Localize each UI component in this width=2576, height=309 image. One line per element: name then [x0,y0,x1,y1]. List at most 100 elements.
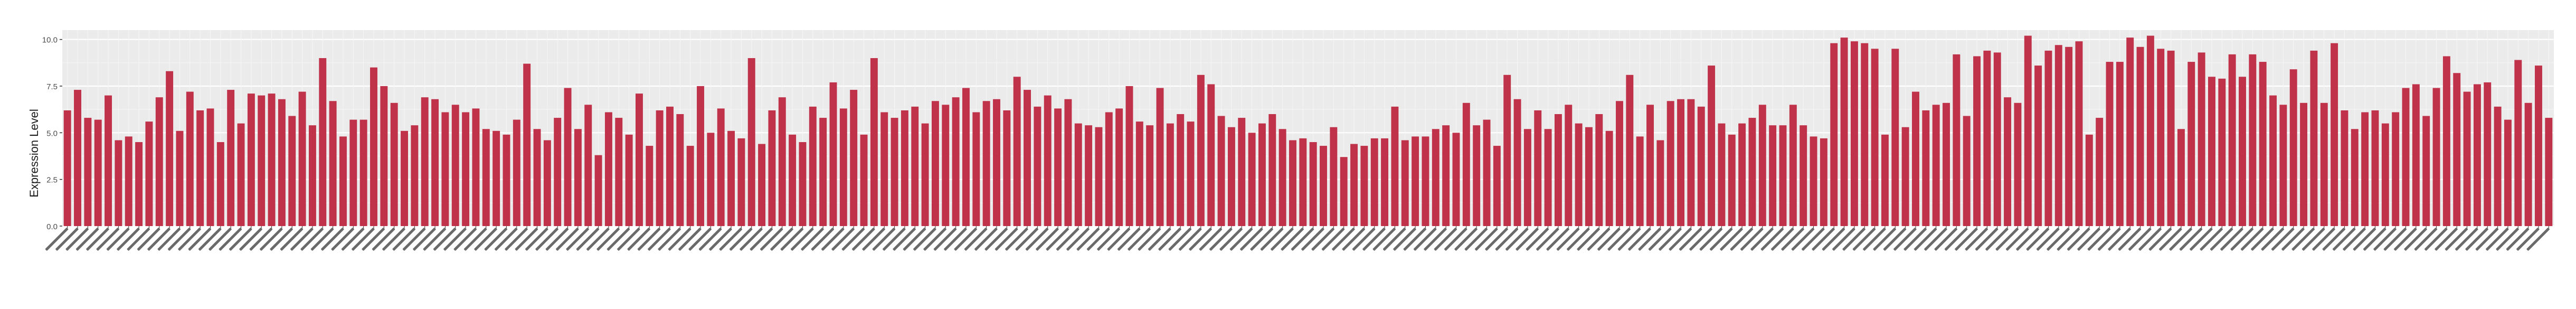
x-tick-label-illegible [770,228,793,251]
bar [1044,95,1052,226]
bar [166,71,174,226]
bar [1258,123,1266,226]
bar [94,119,102,226]
x-tick-label-illegible [463,228,487,251]
bar [1177,114,1185,226]
x-tick-label-illegible [1138,228,1161,251]
bar [2198,52,2205,227]
x-tick-label-illegible [1720,228,1743,251]
bar [2545,118,2553,226]
x-tick-label-illegible [382,228,405,251]
bar [1412,136,1419,226]
bar [2524,102,2532,226]
y-tick-label: 2.5 [46,176,58,185]
x-tick-label-illegible [893,228,916,251]
x-tick-label-illegible [1352,228,1376,251]
bar [1820,138,1827,226]
bar [2402,88,2410,227]
x-tick-label-illegible [1076,228,1100,251]
x-tick-label-illegible [1444,228,1467,251]
bar [1523,129,1531,226]
bar [308,125,316,226]
bar [2116,62,2124,227]
x-tick-label-illegible [1832,228,1855,251]
x-tick-label-illegible [341,228,365,251]
x-tick-label-illegible [698,228,722,251]
bar [451,105,459,226]
x-tick-label-illegible [270,228,293,251]
bar [74,90,81,227]
x-tick-label-illegible [1015,228,1038,251]
bar [2320,102,2328,226]
bar [1462,102,1470,226]
x-tick-label-illegible [1260,228,1284,251]
x-tick-label-illegible [1485,228,1508,251]
x-tick-label-illegible [1332,228,1355,251]
x-tick-label-illegible [2425,228,2448,251]
x-tick-label-illegible [780,228,803,251]
x-tick-label-illegible [495,228,518,251]
x-tick-label-illegible [423,228,446,251]
bar [2442,56,2450,226]
bar [594,155,602,226]
bar [676,114,684,226]
bar [2136,46,2144,227]
bar [1830,43,1838,226]
bar [1758,105,1766,226]
bar [196,110,204,226]
bar [1534,110,1542,226]
bar [1391,106,1399,226]
bar [2300,102,2308,226]
x-tick-label-illegible [290,228,314,251]
x-tick-label-illegible [556,228,579,251]
x-tick-label-illegible [1771,228,1794,251]
x-tick-label-illegible [2455,228,2478,251]
x-tick-label-illegible [535,228,558,251]
bar [2126,38,2134,226]
bar [839,108,847,226]
bar [2494,106,2502,226]
x-tick-label-illegible [1056,228,1079,251]
x-tick-label-illegible [2445,228,2468,251]
x-tick-label-illegible [239,228,262,251]
bar [1432,129,1439,226]
bar [1881,134,1889,226]
x-tick-label-illegible [2220,228,2243,251]
x-tick-label-illegible [1914,228,1937,251]
bar [1769,125,1777,226]
x-tick-label-illegible [1434,228,1457,251]
x-tick-label-illegible [1699,228,1722,251]
bar [1779,125,1787,226]
y-tick-label: 10.0 [42,36,58,45]
x-tick-label-illegible [1148,228,1171,251]
x-tick-label-illegible [984,228,1008,251]
bar [1166,123,1174,226]
x-tick-label-illegible [2057,228,2080,251]
x-tick-label-illegible [1924,228,1947,251]
x-tick-label-illegible [2343,228,2366,251]
x-tick-label-illegible [96,228,119,251]
x-tick-label-illegible [821,228,845,251]
bar [523,63,531,226]
bar [635,93,643,226]
x-tick-label-illegible [1995,228,2019,251]
bar [2208,77,2215,227]
bar [1422,136,1429,226]
y-axis-label: Expression Level [27,109,41,198]
bar [1626,74,1634,227]
x-tick-label-illegible [474,228,497,251]
x-tick-label-illegible [1546,228,1569,251]
x-tick-label-illegible [2414,228,2438,251]
x-tick-label-illegible [1791,228,1815,251]
x-tick-label-illegible [1536,228,1559,251]
bar [1595,114,1603,226]
x-tick-label-illegible [2118,228,2142,251]
x-tick-label-illegible [2005,228,2029,251]
x-tick-label-illegible [453,228,477,251]
bar [1085,125,1093,226]
bar [411,125,419,226]
bar [2331,43,2338,226]
x-tick-label-illegible [2404,228,2427,251]
